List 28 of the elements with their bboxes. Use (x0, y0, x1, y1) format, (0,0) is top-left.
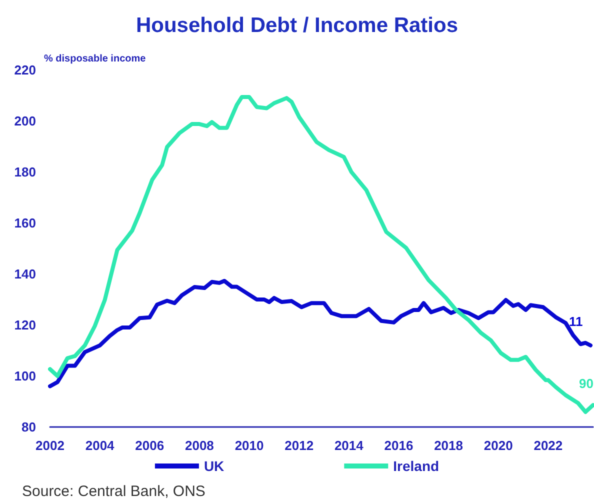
source-note: Source: Central Bank, ONS (22, 483, 206, 500)
x-tick-label: 2014 (334, 438, 364, 453)
annotation: 90 (579, 376, 594, 392)
x-tick-label: 2022 (534, 438, 563, 453)
x-tick-label: 2002 (36, 438, 64, 453)
line-series (48, 95, 594, 414)
x-tick-label: 2010 (234, 438, 264, 453)
x-tick-label: 2012 (284, 438, 314, 453)
x-tick-label: 2006 (135, 438, 164, 453)
y-tick-label: 180 (14, 164, 36, 180)
y-tick-label: 160 (14, 216, 36, 230)
y-tick-label: 220 (14, 62, 36, 78)
annotation: 11 (569, 314, 583, 329)
x-tick-label: 2008 (184, 438, 214, 453)
x-tick-label: 2004 (85, 438, 116, 453)
y-tick-label: 80 (22, 420, 36, 434)
legend-label: Ireland (393, 458, 440, 474)
x-tick-label: 2018 (434, 438, 463, 453)
chart-title: Household Debt / Income Ratios (136, 14, 458, 37)
x-tick-label: 2020 (484, 438, 513, 453)
y-tick-label: 120 (14, 318, 36, 332)
line-series (48, 278, 593, 388)
y-axis-title: % disposable income (44, 54, 146, 64)
legend-label: UK (204, 458, 224, 474)
y-tick-label: 140 (14, 266, 36, 282)
y-tick-label: 100 (14, 368, 36, 384)
y-tick-label: 200 (14, 114, 36, 128)
x-tick-label: 2016 (384, 438, 414, 453)
